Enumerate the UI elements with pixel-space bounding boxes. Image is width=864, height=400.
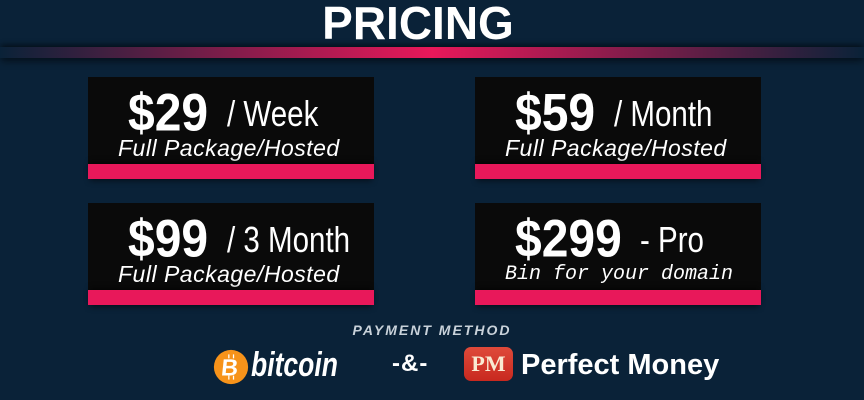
svg-text:B: B bbox=[220, 355, 240, 381]
